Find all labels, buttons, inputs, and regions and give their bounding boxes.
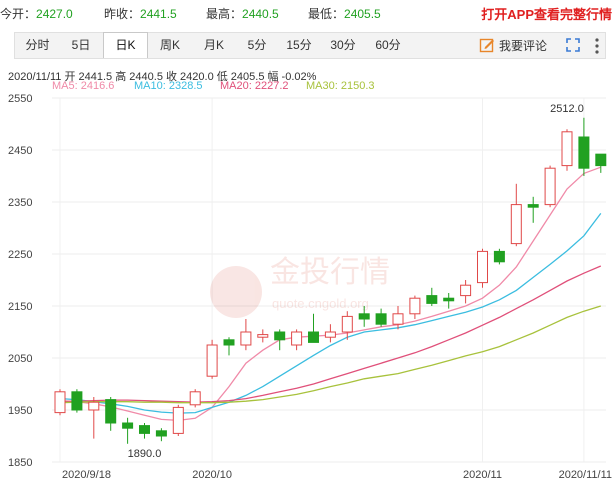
watermark-site: quote.cngold.org bbox=[272, 296, 369, 311]
watermark-brand: 金投行情 bbox=[270, 255, 390, 290]
candle-body bbox=[443, 297, 455, 302]
candle-body bbox=[206, 344, 218, 377]
candle-body bbox=[223, 339, 235, 346]
candle-body bbox=[139, 425, 150, 434]
open-quote: 今开：2427.0 bbox=[0, 5, 73, 22]
period-tabs: 分时 5日 日K 周K 月K 5分 15分 30分 60分 我要评论 bbox=[14, 32, 606, 59]
comment-button[interactable]: 我要评论 bbox=[479, 37, 547, 54]
extreme-label: 1890.0 bbox=[128, 448, 162, 460]
candle-body bbox=[358, 313, 370, 320]
candle-body bbox=[274, 331, 286, 341]
comment-label: 我要评论 bbox=[499, 39, 548, 53]
ma5-legend-text: MA5: 2416.6 bbox=[52, 80, 115, 92]
x-tick-label: 2020/11/11 bbox=[559, 469, 612, 481]
high-label: 最高： bbox=[206, 7, 243, 21]
y-tick-label: 2350 bbox=[8, 197, 32, 209]
candle-body bbox=[493, 250, 505, 263]
series-line-ma20 bbox=[59, 265, 602, 403]
tab-30min[interactable]: 30分 bbox=[330, 38, 356, 52]
y-tick-label: 1850 bbox=[8, 457, 32, 469]
prev-close-label: 昨收： bbox=[104, 7, 141, 21]
high-value: 2440.5 bbox=[242, 7, 279, 21]
candle-body bbox=[392, 313, 404, 325]
low-value: 2405.5 bbox=[344, 7, 381, 21]
tab-intraday[interactable]: 分时 bbox=[25, 38, 50, 52]
candle-body bbox=[308, 331, 319, 343]
extreme-label: 2512.0 bbox=[550, 103, 584, 115]
y-tick-label: 2450 bbox=[8, 145, 32, 157]
candle-body bbox=[324, 331, 336, 338]
candle-body bbox=[155, 430, 167, 437]
candle-body bbox=[240, 331, 252, 346]
tab-5min[interactable]: 5分 bbox=[247, 38, 267, 52]
candle-body bbox=[510, 204, 522, 245]
y-tick-label: 2150 bbox=[8, 301, 32, 313]
watermark: 金投行情 quote.cngold.org bbox=[210, 255, 390, 318]
candle-body bbox=[54, 391, 66, 414]
tab-weekly-k[interactable]: 周K bbox=[159, 38, 180, 52]
low-label: 最低： bbox=[308, 7, 345, 21]
candle-body bbox=[88, 401, 100, 411]
ma30-legend: MA30: 2150.3 bbox=[306, 80, 375, 92]
x-tick-label: 2020/9/18 bbox=[62, 469, 111, 481]
fullscreen-icon[interactable] bbox=[566, 38, 580, 52]
y-tick-label: 2250 bbox=[8, 249, 32, 261]
candle-body bbox=[189, 391, 201, 406]
prev-close-quote: 昨收：2441.5 bbox=[104, 5, 177, 22]
ma30-legend-text: MA30: 2150.3 bbox=[306, 80, 375, 92]
ohlc-info-line: 2020/11/11 开 2441.5 高 2440.5 收 2420.0 低 … bbox=[8, 71, 317, 83]
open-label: 今开： bbox=[0, 7, 37, 21]
candle-body bbox=[105, 399, 117, 424]
tab-monthly-k[interactable]: 月K bbox=[203, 38, 224, 52]
candle-body bbox=[122, 422, 134, 429]
candle-body bbox=[409, 297, 421, 315]
open-app-link[interactable]: 打开APP查看完整行情 bbox=[481, 7, 612, 22]
ma20-legend-text: MA20: 2227.2 bbox=[220, 80, 289, 92]
quote-bar: 今开：2427.0 昨收：2441.5 最高：2440.5 最低：2405.5 … bbox=[0, 0, 616, 24]
candle-body bbox=[172, 406, 184, 434]
prev-close-value: 2441.5 bbox=[140, 7, 177, 21]
tab-5day[interactable]: 5日 bbox=[71, 38, 91, 52]
high-quote: 最高：2440.5 bbox=[206, 5, 279, 22]
y-tick-label: 1950 bbox=[8, 405, 32, 417]
open-value: 2427.0 bbox=[36, 7, 73, 21]
series-line-ma30 bbox=[59, 305, 601, 404]
watermark-logo-icon bbox=[210, 266, 262, 318]
candle-body bbox=[595, 153, 607, 167]
y-tick-label: 2550 bbox=[8, 93, 32, 105]
candle-body bbox=[460, 284, 472, 297]
candle-body bbox=[291, 331, 303, 346]
candle-body bbox=[477, 250, 488, 284]
candle-body bbox=[527, 204, 539, 208]
candle-body bbox=[578, 136, 590, 169]
ma10-legend-text: MA10: 2328.5 bbox=[134, 80, 203, 92]
candle-body bbox=[561, 131, 573, 167]
candle-body bbox=[426, 295, 438, 304]
more-icon[interactable] bbox=[594, 38, 600, 54]
tab-60min[interactable]: 60分 bbox=[375, 38, 401, 52]
candle-body bbox=[341, 315, 353, 333]
tab-daily-k[interactable]: 日K bbox=[103, 32, 148, 58]
ma5-legend: MA5: 2416.6 bbox=[52, 80, 114, 92]
low-quote: 最低：2405.5 bbox=[308, 5, 381, 22]
x-tick-label: 2020/11 bbox=[463, 469, 502, 481]
ma10-legend: MA10: 2328.5 bbox=[134, 80, 203, 92]
series-line-ma10 bbox=[59, 213, 602, 414]
y-tick-label: 2050 bbox=[8, 353, 32, 365]
x-tick-label: 2020/10 bbox=[192, 469, 232, 481]
candle-body bbox=[71, 391, 83, 411]
candle-body bbox=[375, 313, 387, 325]
tab-15min[interactable]: 15分 bbox=[286, 38, 312, 52]
ma20-legend: MA20: 2227.2 bbox=[220, 80, 289, 92]
candle-body bbox=[544, 167, 556, 206]
candle-body bbox=[257, 334, 269, 338]
edit-icon bbox=[479, 38, 494, 53]
